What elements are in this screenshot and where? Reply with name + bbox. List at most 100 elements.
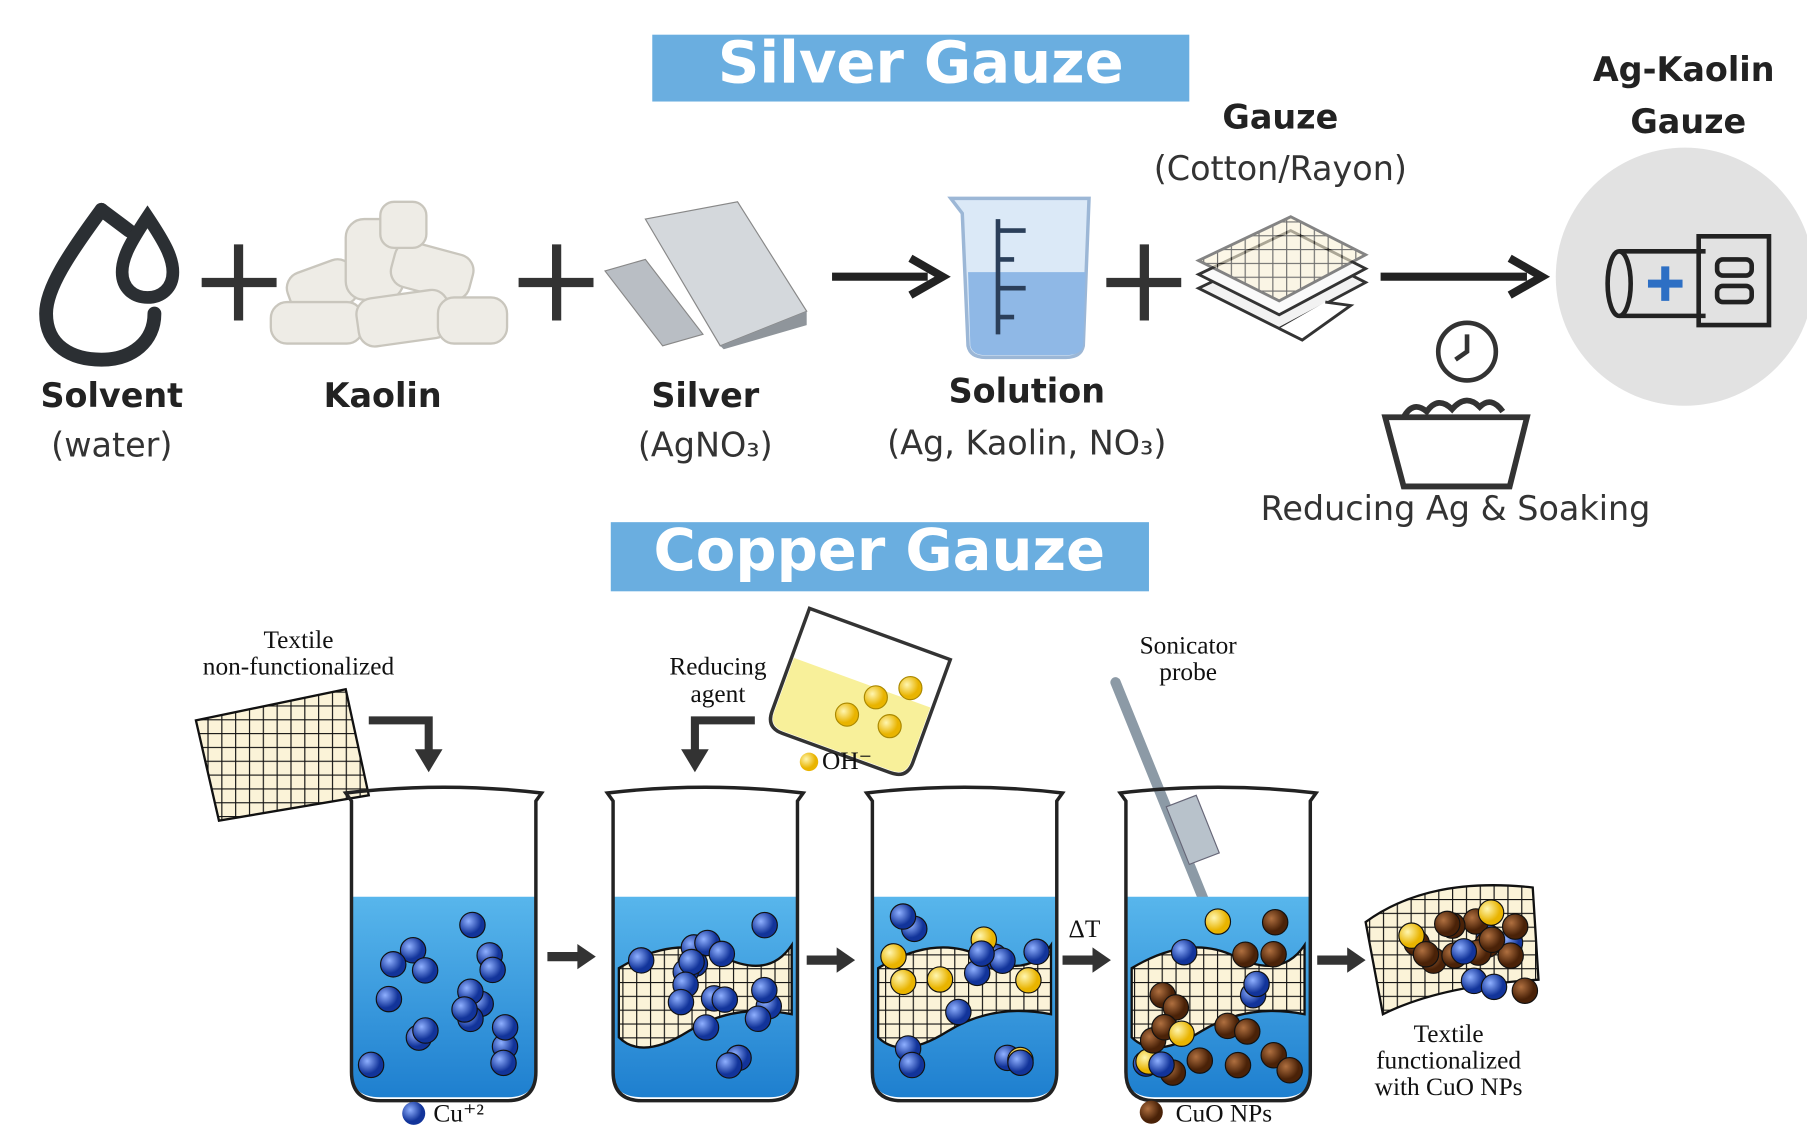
particle: [1480, 973, 1508, 1001]
label: Ag-Kaolin: [1593, 50, 1775, 89]
label: with CuO NPs: [1375, 1073, 1523, 1101]
arrow: [1347, 947, 1366, 973]
particle: [880, 943, 907, 970]
particle: [1501, 913, 1529, 940]
particle: [1433, 910, 1461, 938]
particle: [1477, 899, 1505, 926]
particle: [667, 988, 695, 1016]
particle: [1168, 1020, 1195, 1047]
sonicator-icon: [1165, 794, 1221, 866]
particle: [898, 1051, 926, 1079]
particle: [379, 951, 407, 978]
basin-icon: [1381, 397, 1531, 490]
beaker: [604, 785, 807, 1103]
label: agent: [691, 680, 746, 708]
particle: [898, 676, 923, 701]
particle: [1007, 1049, 1034, 1077]
legend-dot: [799, 752, 819, 772]
particle: [889, 903, 917, 930]
legend-label: CuO NPs: [1176, 1099, 1272, 1125]
arrow: [1092, 947, 1111, 973]
particle: [1261, 909, 1289, 936]
particle: [1148, 1051, 1175, 1078]
beaker: [863, 785, 1066, 1103]
sublabel: (Cotton/Rayon): [1154, 149, 1407, 188]
arrow: [690, 716, 755, 761]
particle: [751, 911, 778, 939]
particle: [711, 986, 739, 1013]
label: Solvent: [40, 376, 183, 415]
particle: [459, 911, 486, 939]
product-circle: [1555, 147, 1807, 406]
label: Gauze: [1222, 97, 1338, 136]
plus: [201, 244, 1182, 321]
legend-dot: [402, 1101, 426, 1125]
beaker: [1117, 785, 1320, 1103]
particle: [744, 1005, 772, 1033]
particle: [1234, 1018, 1261, 1045]
roll-icon: [1605, 234, 1772, 328]
particle: [399, 937, 427, 964]
particle: [1204, 908, 1232, 935]
particle: [692, 1014, 720, 1041]
particle: [1186, 1047, 1214, 1074]
title-box: [652, 34, 1190, 102]
particle: [1398, 922, 1425, 949]
legend-label: OH⁻: [822, 747, 872, 775]
kaolin-icon: [269, 200, 509, 348]
beaker: [342, 785, 545, 1103]
label: Sonicator: [1140, 632, 1238, 660]
particle: [751, 976, 778, 1004]
label: Kaolin: [324, 376, 442, 415]
textile-icon: [194, 687, 371, 822]
particle: [1243, 970, 1270, 998]
label: Reducing: [669, 652, 766, 680]
sublabel: (AgNO₃): [638, 426, 773, 465]
clock-icon: [1435, 320, 1499, 383]
particle: [375, 985, 403, 1013]
label: functionalized: [1376, 1046, 1521, 1074]
particle: [1162, 994, 1190, 1021]
drop-icon: [115, 205, 180, 304]
particle: [678, 948, 705, 976]
sublabel: (Ag, Kaolin, NO₃): [887, 423, 1166, 462]
label: Silver: [651, 376, 759, 415]
particle: [968, 940, 995, 967]
particle: [926, 966, 954, 993]
particle: [411, 957, 439, 984]
particle: [491, 1014, 519, 1041]
sublabel: (water): [51, 426, 172, 465]
gauze-icon: [1195, 215, 1369, 342]
particle: [1412, 940, 1440, 968]
particle: [1260, 940, 1287, 968]
step-label: Reducing Ag & Soaking: [1261, 489, 1651, 528]
legend-label: Cu⁺²: [433, 1099, 484, 1125]
drop-icon: [39, 202, 162, 367]
particle: [412, 1017, 439, 1044]
sublabel: Gauze: [1630, 102, 1746, 141]
particle: [357, 1051, 385, 1079]
arrow: [577, 943, 596, 970]
particle: [1015, 967, 1042, 994]
particle: [1478, 926, 1506, 954]
beaker-icon: [947, 196, 1091, 360]
particle: [708, 940, 736, 968]
section-title: Copper Gauze: [653, 517, 1105, 584]
particle: [1170, 938, 1198, 966]
label: non-functionalized: [203, 652, 395, 680]
label: Textile: [1414, 1020, 1484, 1048]
particle: [627, 947, 655, 974]
label: Textile: [263, 626, 333, 654]
particle: [1511, 977, 1539, 1004]
particle: [715, 1052, 743, 1079]
silver-icon: [604, 201, 808, 350]
particle: [1497, 942, 1524, 969]
particle: [834, 702, 860, 727]
particle: [490, 1049, 517, 1077]
particle: [1276, 1057, 1303, 1084]
legend-dot: [1139, 1100, 1163, 1124]
label: Solution: [949, 372, 1105, 411]
particle: [479, 956, 506, 984]
particle: [877, 714, 902, 739]
